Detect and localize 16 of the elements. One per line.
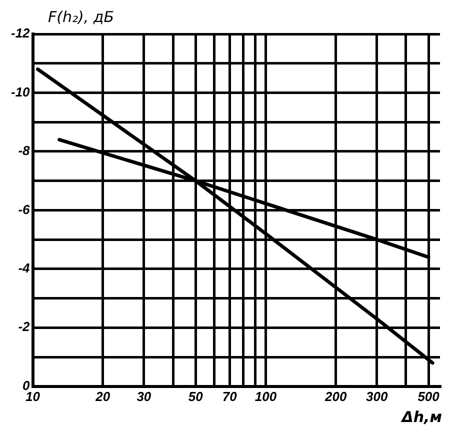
x-tick-label: 20 [94, 388, 111, 404]
y-axis-title: F(h₂), дБ [48, 8, 114, 26]
x-tick-label: 200 [324, 388, 348, 404]
y-tick-label: -2 [18, 319, 31, 334]
x-tick-label: 100 [254, 388, 278, 404]
y-tick-label: -6 [18, 202, 31, 217]
y-tick-label: -12 [10, 26, 31, 41]
x-tick-label: 300 [366, 388, 388, 404]
y-tick-label: -4 [18, 260, 31, 276]
x-tick-label: 500 [418, 388, 440, 404]
x-axis-title: Δh,м [402, 408, 442, 426]
y-tick-label: -8 [18, 143, 31, 158]
x-tick-label: 50 [188, 388, 204, 404]
x-tick-label: 30 [136, 388, 152, 404]
y-tick-label: -10 [10, 84, 31, 100]
x-tick-label: 70 [222, 388, 238, 404]
